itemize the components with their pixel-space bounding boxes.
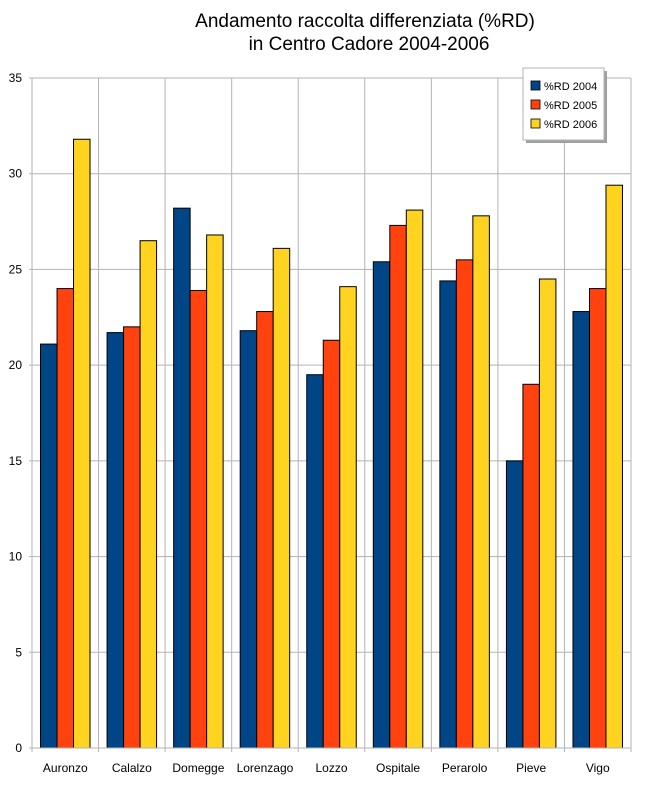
x-tick-label-pieve: Pieve bbox=[516, 761, 546, 775]
bar-lozzo-3 bbox=[339, 286, 357, 749]
x-tick-label-lozzo: Lozzo bbox=[315, 761, 347, 775]
bar-lorenzago-2 bbox=[256, 311, 274, 749]
bar-calalzo-2 bbox=[123, 326, 141, 749]
bar-ospitale-2 bbox=[389, 224, 407, 749]
legend-swatch-2 bbox=[530, 99, 541, 110]
gridlines bbox=[29, 77, 632, 752]
bar-perarolo-3 bbox=[472, 215, 490, 749]
bar-auronzo-2 bbox=[56, 288, 75, 749]
y-tick-label-20: 20 bbox=[9, 358, 23, 372]
legend-swatch-3 bbox=[530, 118, 541, 129]
bar-lozzo-2 bbox=[322, 339, 341, 749]
y-tick-label-10: 10 bbox=[9, 550, 23, 564]
legend: %RD 2004 %RD 2005 %RD 2006 bbox=[522, 67, 607, 143]
y-tick-label-0: 0 bbox=[15, 741, 22, 755]
bar-pieve-2 bbox=[522, 383, 540, 749]
bar-lorenzago-1 bbox=[239, 330, 258, 749]
bar-vigo-1 bbox=[572, 311, 590, 749]
x-tick-label-perarolo: Perarolo bbox=[442, 761, 488, 775]
x-tick-label-calalzo: Calalzo bbox=[112, 761, 152, 775]
y-tick-label-15: 15 bbox=[9, 454, 23, 468]
bars bbox=[40, 138, 623, 749]
y-axis-ticks: 0 5 10 15 20 25 30 35 bbox=[9, 71, 23, 755]
chart-title-line-1: Andamento raccolta differenziata (%RD) bbox=[195, 11, 535, 32]
bar-ospitale-1 bbox=[372, 261, 391, 749]
legend-label-1: %RD 2004 bbox=[544, 81, 597, 93]
bar-pieve-1 bbox=[505, 460, 524, 749]
bar-lorenzago-3 bbox=[272, 247, 291, 749]
bar-auronzo-1 bbox=[40, 343, 58, 749]
x-tick-label-ospitale: Ospitale bbox=[376, 761, 420, 775]
bar-pieve-3 bbox=[538, 278, 557, 749]
legend-label-2: %RD 2005 bbox=[544, 100, 597, 112]
bar-domegge-3 bbox=[206, 234, 224, 749]
legend-swatch-1 bbox=[530, 80, 541, 91]
x-tick-label-vigo: Vigo bbox=[586, 761, 610, 775]
y-tick-label-35: 35 bbox=[9, 71, 23, 85]
bar-vigo-2 bbox=[588, 288, 607, 749]
bar-domegge-2 bbox=[189, 289, 208, 749]
x-tick-label-auronzo: Auronzo bbox=[43, 761, 88, 775]
y-tick-label-30: 30 bbox=[9, 167, 23, 181]
x-tick-label-domegge: Domegge bbox=[172, 761, 224, 775]
x-tick-label-lorenzago: Lorenzago bbox=[237, 761, 294, 775]
y-tick-label-25: 25 bbox=[9, 262, 23, 276]
chart-title-line-2: in Centro Cadore 2004-2006 bbox=[249, 34, 490, 55]
bar-lozzo-1 bbox=[306, 374, 324, 749]
bar-auronzo-3 bbox=[73, 138, 91, 749]
x-axis-ticks: Auronzo Calalzo Domegge Lorenzago Lozzo Ospit… bbox=[43, 761, 610, 775]
legend-label-3: %RD 2006 bbox=[544, 119, 597, 131]
bar-ospitale-3 bbox=[405, 209, 424, 749]
bar-calalzo-1 bbox=[106, 332, 125, 749]
bar-perarolo-1 bbox=[439, 280, 457, 749]
bar-calalzo-3 bbox=[139, 240, 158, 749]
axes bbox=[31, 78, 631, 749]
y-tick-label-5: 5 bbox=[15, 645, 22, 659]
bar-perarolo-2 bbox=[455, 259, 474, 749]
bar-vigo-3 bbox=[605, 184, 623, 749]
bar-domegge-1 bbox=[173, 207, 191, 749]
